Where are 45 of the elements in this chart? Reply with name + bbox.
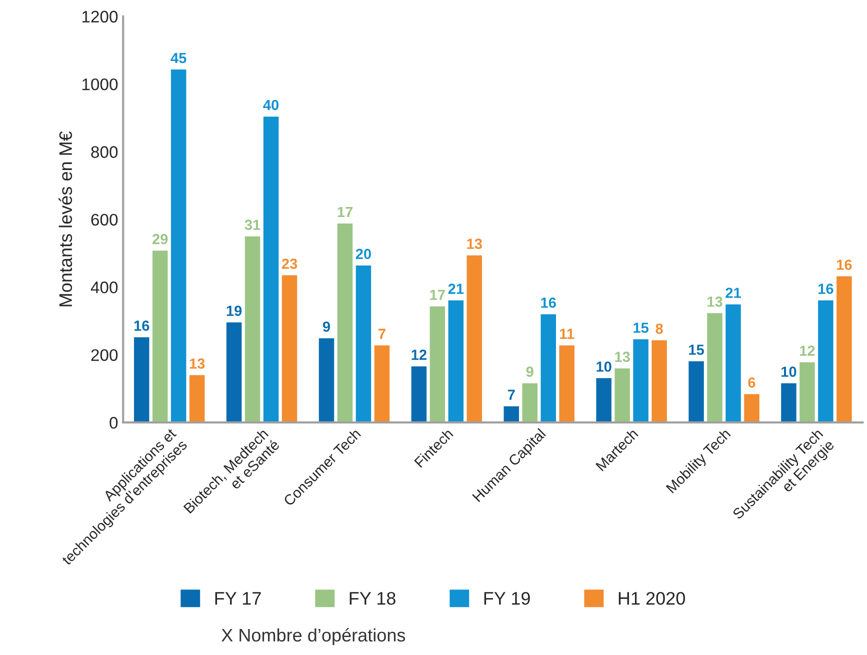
- annotation: 16: [836, 260, 852, 270]
- text: X Nombre d’opérations: [221, 628, 406, 646]
- annotation: 7: [378, 328, 386, 339]
- annotation: 13: [467, 238, 482, 249]
- annotation: 6: [748, 377, 756, 388]
- legend-label: H1 2020: [618, 592, 685, 605]
- annotation: 11: [560, 328, 574, 339]
- annotation: 31: [244, 220, 260, 230]
- annotation: 8: [656, 324, 663, 334]
- annotation: 17: [338, 206, 352, 218]
- annotation: 29: [152, 234, 168, 244]
- y-tick-label: 600: [91, 214, 118, 226]
- annotation: 23: [282, 258, 298, 269]
- annotation: 40: [263, 100, 279, 110]
- y-tick-label: 800: [91, 146, 118, 158]
- annotation: 19: [226, 306, 242, 316]
- annotation: 45: [170, 52, 186, 64]
- annotation: 10: [782, 366, 796, 377]
- y-axis-title: Montants levés en M€: [58, 131, 72, 306]
- annotation: 16: [541, 298, 556, 308]
- y-tick-label: 400: [90, 282, 118, 294]
- annotation: 13: [708, 296, 722, 307]
- annotation: 20: [356, 248, 371, 260]
- annotation: 9: [322, 322, 330, 332]
- legend-label: FY 17: [215, 592, 261, 605]
- annotation: 21: [448, 284, 464, 294]
- annotation: 7: [508, 390, 515, 400]
- y-tick-label: 1000: [82, 78, 118, 90]
- annotation: 10: [596, 361, 612, 372]
- annotation: 16: [818, 284, 834, 294]
- annotation: 12: [412, 350, 426, 360]
- annotation: 15: [634, 322, 649, 333]
- annotation: 9: [526, 366, 534, 377]
- legend-label: FY 19: [484, 592, 530, 605]
- annotation: 15: [689, 344, 704, 355]
- annotation: 16: [134, 320, 150, 331]
- annotation: 17: [430, 290, 445, 300]
- y-tick-label: 0: [110, 416, 118, 429]
- annotation: 13: [190, 358, 205, 369]
- annotation: 13: [615, 352, 630, 362]
- y-tick-label: 200: [91, 349, 118, 361]
- annotation: 12: [800, 346, 815, 356]
- y-tick-label: 1200: [82, 10, 118, 23]
- annotation: 21: [726, 288, 741, 298]
- legend-label: FY 18: [350, 592, 396, 605]
